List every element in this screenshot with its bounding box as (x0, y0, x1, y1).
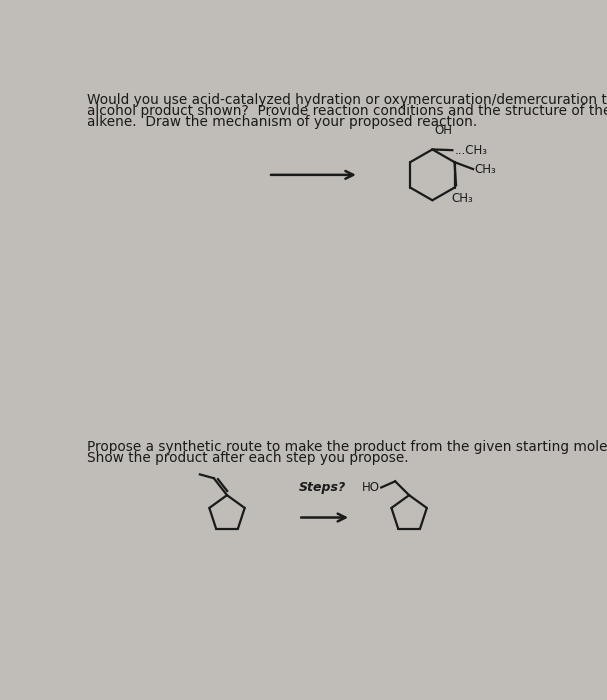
Text: OH: OH (434, 124, 452, 137)
Text: Steps?: Steps? (299, 482, 346, 494)
Text: CH₃: CH₃ (452, 193, 473, 205)
Text: alkene.  Draw the mechanism of your proposed reaction.: alkene. Draw the mechanism of your propo… (87, 115, 477, 129)
Text: Would you use acid-catalyzed hydration or oxymercuration/demercuration to form t: Would you use acid-catalyzed hydration o… (87, 93, 607, 107)
Text: Propose a synthetic route to make the product from the given starting molecule.: Propose a synthetic route to make the pr… (87, 440, 607, 454)
Text: CH₃: CH₃ (474, 162, 496, 176)
Text: HO: HO (362, 481, 379, 494)
Text: alcohol product shown?  Provide reaction conditions and the structure of the sta: alcohol product shown? Provide reaction … (87, 104, 607, 118)
Text: Show the product after each step you propose.: Show the product after each step you pro… (87, 451, 409, 465)
Text: ...CH₃: ...CH₃ (455, 144, 488, 157)
